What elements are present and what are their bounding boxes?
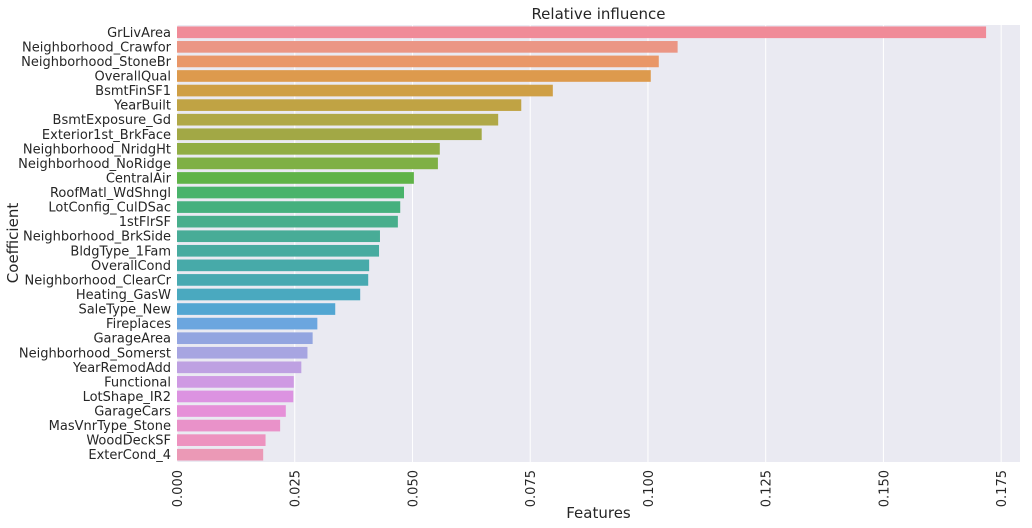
bars xyxy=(177,26,987,461)
y-tick-label: 1stFlrSF xyxy=(119,215,171,230)
y-axis-title: Coefficient xyxy=(4,203,22,284)
bar xyxy=(177,317,318,330)
bar xyxy=(177,84,553,97)
y-tick-labels: GrLivAreaNeighborhood_CrawforNeighborhoo… xyxy=(18,26,172,463)
y-tick-label: Neighborhood_StoneBr xyxy=(21,55,172,70)
bar xyxy=(177,405,286,417)
y-tick-label: YearRemodAdd xyxy=(72,361,171,376)
bar xyxy=(177,288,361,301)
y-tick-label: Neighborhood_Crawfor xyxy=(22,40,172,55)
bar xyxy=(177,303,336,315)
y-tick-label: LotConfig_CulDSac xyxy=(48,201,171,216)
y-tick-label: MasVnrType_Stone xyxy=(49,419,171,434)
bar xyxy=(177,376,294,388)
y-tick-label: SaleType_New xyxy=(78,303,171,318)
bar xyxy=(177,201,401,213)
bar xyxy=(177,259,370,272)
x-tick-label: 0.075 xyxy=(524,470,539,507)
y-tick-label: Neighborhood_BrkSide xyxy=(23,230,171,245)
bar xyxy=(177,157,438,170)
bar xyxy=(177,55,659,68)
bar xyxy=(177,448,264,461)
bar xyxy=(177,434,266,446)
y-tick-label: Neighborhood_Somerst xyxy=(19,346,171,361)
x-tick-label: 0.175 xyxy=(995,470,1010,507)
y-tick-label: RoofMatl_WdShngl xyxy=(50,186,171,201)
x-tick-label: 0.100 xyxy=(642,470,657,507)
bar xyxy=(177,128,482,141)
bar xyxy=(177,113,499,126)
bar xyxy=(177,215,398,228)
plot-background xyxy=(177,25,1020,462)
bar xyxy=(177,361,302,374)
y-tick-label: OverallCond xyxy=(91,259,171,274)
bar xyxy=(177,346,308,359)
y-tick-label: BldgType_1Fam xyxy=(70,244,171,259)
grid-lines xyxy=(176,25,1002,462)
bar xyxy=(177,230,380,243)
x-axis-title: Features xyxy=(566,504,631,522)
y-tick-label: ExterCond_4 xyxy=(88,448,171,463)
y-tick-label: Functional xyxy=(104,375,171,390)
bar xyxy=(177,390,294,403)
bar xyxy=(177,332,313,345)
bar xyxy=(177,41,678,53)
bar xyxy=(177,142,440,155)
bar xyxy=(177,186,404,199)
y-tick-label: Neighborhood_NridgHt xyxy=(23,142,171,157)
bar xyxy=(177,274,369,286)
y-tick-label: WoodDeckSF xyxy=(86,434,171,449)
bar xyxy=(177,172,414,184)
bar xyxy=(177,70,651,82)
y-tick-label: Neighborhood_ClearCr xyxy=(25,273,172,288)
y-tick-label: BsmtExposure_Gd xyxy=(53,113,171,128)
x-tick-label: 0.050 xyxy=(406,470,421,507)
x-tick-label: 0.150 xyxy=(877,470,892,507)
x-tick-labels: 0.000 0.025 0.050 0.075 0.100 0.125 0.150 0.175 xyxy=(171,470,1010,507)
y-tick-label: LotShape_IR2 xyxy=(83,390,171,405)
y-tick-label: GrLivArea xyxy=(107,26,171,41)
y-tick-label: Heating_GasW xyxy=(76,288,171,303)
y-tick-label: CentralAir xyxy=(106,171,172,186)
y-tick-label: Exterior1st_BrkFace xyxy=(42,128,171,143)
y-tick-label: OverallQual xyxy=(94,69,171,84)
x-tick-label: 0.125 xyxy=(760,470,775,507)
y-tick-label: BsmtFinSF1 xyxy=(95,84,171,99)
y-tick-label: GarageCars xyxy=(94,405,171,420)
bar xyxy=(177,26,987,39)
y-tick-label: Neighborhood_NoRidge xyxy=(18,157,171,172)
y-tick-label: YearBuilt xyxy=(113,99,171,114)
bar xyxy=(177,419,281,432)
bar xyxy=(177,244,380,257)
y-tick-label: Fireplaces xyxy=(106,317,171,332)
bar xyxy=(177,99,522,111)
y-tick-label: GarageArea xyxy=(93,332,171,347)
x-tick-label: 0.000 xyxy=(171,470,186,507)
x-tick-label: 0.025 xyxy=(289,470,304,507)
chart-title: Relative influence xyxy=(531,5,665,23)
